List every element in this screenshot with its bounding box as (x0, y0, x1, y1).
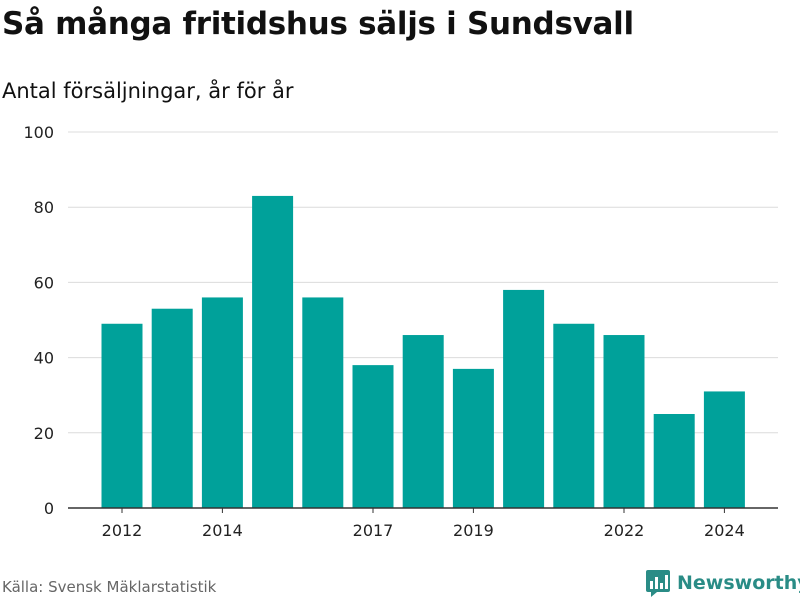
axes (68, 507, 778, 513)
bar-2023 (653, 414, 695, 508)
bar-2017 (352, 365, 394, 508)
bars (101, 195, 745, 509)
source-note: Källa: Svensk Mäklarstatistik (2, 578, 217, 596)
bar-2021 (553, 323, 595, 508)
bar-2018 (402, 335, 444, 508)
x-tick-labels: 2012 2014 2017 2019 2022 2024 (102, 521, 745, 540)
y-tick-label: 0 (44, 499, 54, 518)
bar-2020 (503, 289, 545, 508)
bar-2013 (151, 308, 193, 508)
y-tick-labels: 0 20 40 60 80 100 (23, 123, 54, 518)
bar-2015 (252, 195, 294, 509)
bar-2019 (452, 368, 494, 508)
bar-2014 (201, 297, 243, 508)
x-tick-label: 2024 (704, 521, 745, 540)
brand-logo: Newsworthy (645, 569, 800, 597)
x-tick-label: 2014 (202, 521, 243, 540)
chart-title: Så många fritidshus säljs i Sundsvall (2, 6, 634, 42)
x-tick-label: 2019 (453, 521, 494, 540)
bar-2012 (101, 323, 143, 508)
y-tick-label: 40 (34, 349, 54, 368)
y-tick-label: 20 (34, 424, 54, 443)
bar-2024 (703, 391, 745, 508)
x-tick-label: 2022 (604, 521, 645, 540)
x-tick-label: 2012 (102, 521, 143, 540)
y-tick-label: 80 (34, 198, 54, 217)
bar-2022 (603, 335, 645, 508)
y-tick-label: 100 (23, 123, 54, 142)
bar-chart-icon (646, 570, 670, 597)
brand-name: Newsworthy (677, 572, 800, 594)
x-tick-label: 2017 (353, 521, 394, 540)
bar-2016 (302, 297, 344, 508)
chart-subtitle: Antal försäljningar, år för år (2, 79, 294, 103)
y-tick-label: 60 (34, 273, 54, 292)
